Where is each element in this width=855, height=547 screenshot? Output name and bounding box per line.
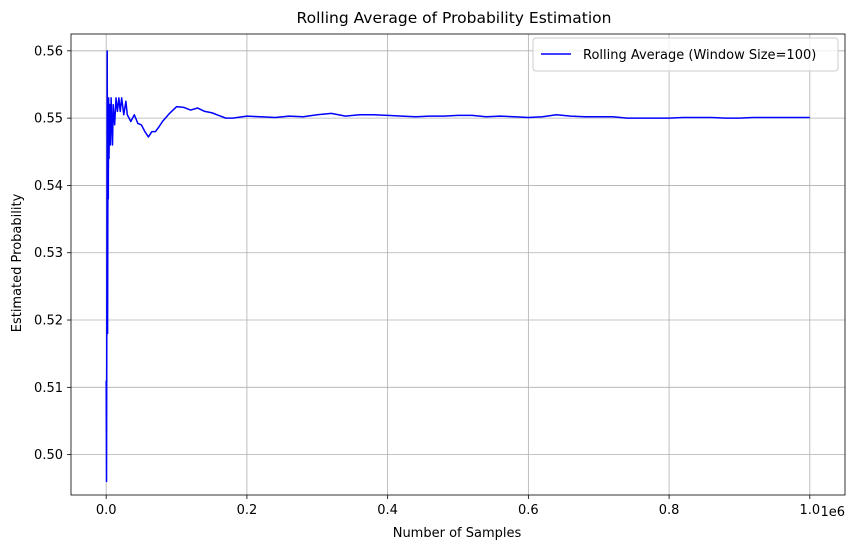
x-axis-offset-label: 1e6 bbox=[820, 505, 845, 520]
x-tick-label: 0.2 bbox=[237, 503, 258, 518]
plot-layer bbox=[105, 50, 810, 483]
x-tick-label: 1.0 bbox=[799, 503, 820, 518]
y-tick-label: 0.50 bbox=[34, 448, 63, 463]
y-tick-label: 0.56 bbox=[34, 44, 63, 59]
y-tick-label: 0.53 bbox=[34, 246, 63, 261]
x-tick-label: 0.8 bbox=[659, 503, 680, 518]
x-axis-title: Number of Samples bbox=[393, 526, 522, 541]
plot-frame bbox=[70, 33, 846, 496]
y-tick-label: 0.55 bbox=[34, 112, 63, 127]
y-axis-title: Estimated Probability bbox=[10, 193, 25, 332]
legend: Rolling Average (Window Size=100) bbox=[532, 37, 839, 72]
legend-label: Rolling Average (Window Size=100) bbox=[583, 48, 816, 63]
y-tick-label: 0.54 bbox=[34, 179, 63, 194]
chart-title: Rolling Average of Probability Estimatio… bbox=[297, 9, 612, 27]
x-tick-label: 0.0 bbox=[96, 503, 117, 518]
grid-layer bbox=[71, 34, 845, 495]
y-tick-label: 0.51 bbox=[34, 381, 63, 396]
x-tick-label: 0.6 bbox=[518, 503, 539, 518]
x-tick-label: 0.4 bbox=[377, 503, 398, 518]
legend-box bbox=[532, 37, 839, 72]
series-line bbox=[105, 50, 810, 483]
y-tick-label: 0.52 bbox=[34, 314, 63, 329]
axes-layer: 0.0 0.2 0.4 0.6 0.8 1.0 0.50 0.51 0.52 0.53 0.54 0.… bbox=[34, 33, 846, 518]
